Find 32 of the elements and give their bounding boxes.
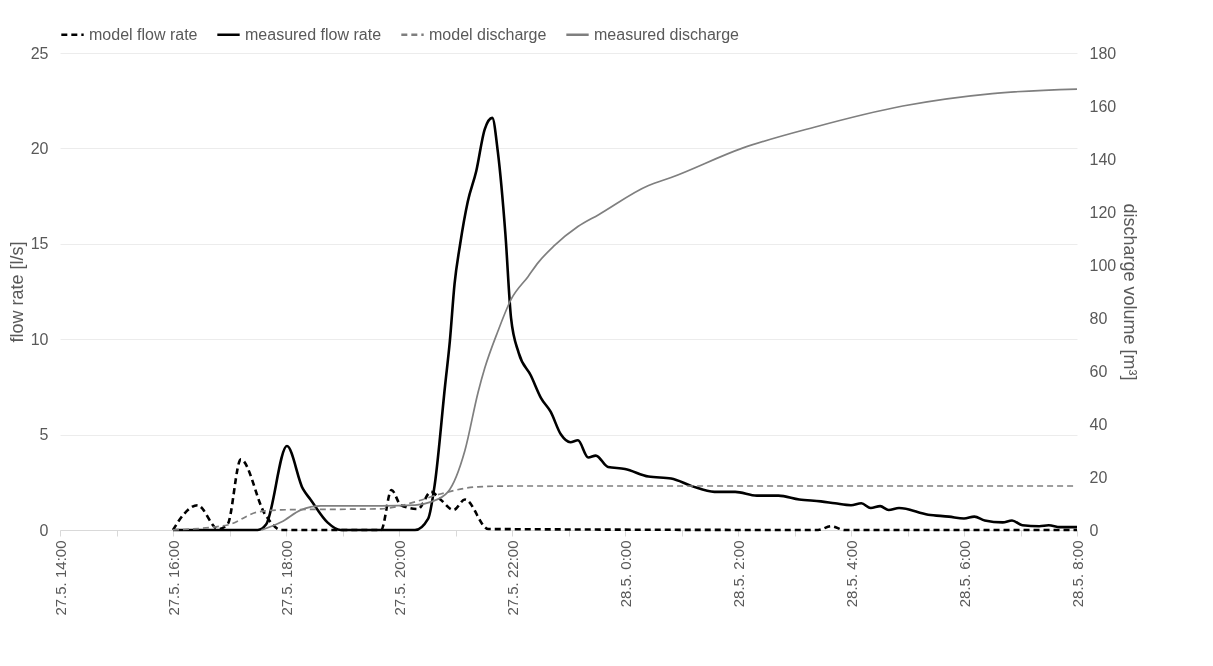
y2-axis-title: discharge volume [m³] xyxy=(1120,203,1141,381)
y-tick-label: 0 xyxy=(39,521,49,539)
x-tick-label: 28.5. 6:00 xyxy=(955,540,973,608)
y-tick-label: 25 xyxy=(30,44,49,62)
x-tick-label: 28.5. 2:00 xyxy=(729,540,747,608)
x-tick-label: 27.5. 16:00 xyxy=(164,540,182,616)
y-axis-title: flow rate [l/s] xyxy=(6,241,27,343)
x-tick-label: 28.5. 0:00 xyxy=(616,540,634,608)
y-tick-label: 20 xyxy=(30,139,49,157)
y2-tick-label: 0 xyxy=(1089,521,1099,539)
legend-label: model flow rate xyxy=(89,25,198,43)
y2-tick-label: 120 xyxy=(1089,203,1117,221)
y2-tick-label: 40 xyxy=(1089,415,1108,433)
y2-tick-label: 180 xyxy=(1089,44,1117,62)
y2-tick-label: 100 xyxy=(1089,256,1117,274)
x-tick-label: 27.5. 22:00 xyxy=(503,540,521,616)
y-tick-label: 15 xyxy=(30,235,49,253)
y2-tick-label: 160 xyxy=(1089,97,1117,115)
y-tick-label: 5 xyxy=(39,426,49,444)
y2-tick-label: 60 xyxy=(1089,362,1108,380)
legend-label: measured discharge xyxy=(594,25,740,43)
legend-label: model discharge xyxy=(429,25,547,43)
x-tick-label: 27.5. 14:00 xyxy=(51,540,69,616)
y2-tick-label: 80 xyxy=(1089,309,1108,327)
y-tick-label: 10 xyxy=(30,330,49,348)
x-tick-label: 28.5. 8:00 xyxy=(1068,540,1086,608)
y2-tick-label: 20 xyxy=(1089,468,1108,486)
legend-label: measured flow rate xyxy=(245,25,382,43)
x-tick-label: 28.5. 4:00 xyxy=(842,540,860,608)
y2-tick-label: 140 xyxy=(1089,150,1117,168)
x-tick-label: 27.5. 18:00 xyxy=(277,540,295,616)
x-tick-label: 27.5. 20:00 xyxy=(390,540,408,616)
